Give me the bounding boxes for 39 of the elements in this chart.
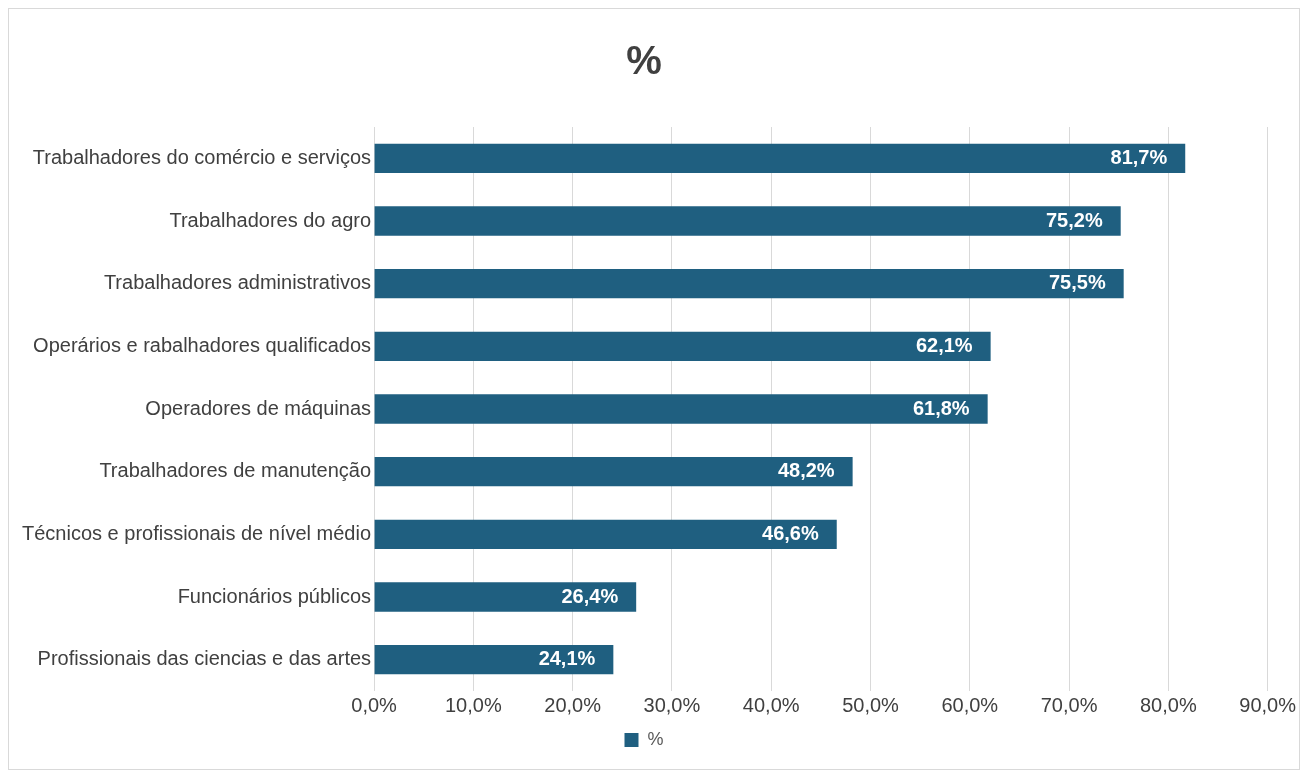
y-tick-label: Trabalhadores do comércio e serviços: [32, 145, 372, 168]
data-label: 61,8%: [912, 396, 970, 419]
x-tick-label: 40,0%: [742, 693, 800, 716]
y-tick-label: Técnicos e profissionais de nível médio: [22, 521, 372, 544]
data-label: 81,7%: [1110, 145, 1168, 168]
bar: [374, 457, 853, 487]
bar: [374, 206, 1121, 236]
data-label: 75,2%: [1045, 208, 1103, 231]
x-tick-label: 10,0%: [444, 693, 502, 716]
x-tick-label: 30,0%: [643, 693, 701, 716]
x-tick-label: 50,0%: [842, 693, 900, 716]
bar: [374, 519, 837, 549]
y-tick-label: Funcionários públicos: [177, 584, 372, 607]
bar: [374, 331, 991, 361]
chart-title: %: [626, 38, 662, 83]
y-tick-label: Trabalhadores do agro: [169, 208, 372, 231]
x-tick-label: 80,0%: [1140, 693, 1197, 716]
data-label: 24,1%: [538, 647, 596, 670]
data-label: 48,2%: [777, 459, 835, 482]
y-tick-label: Profissionais das ciencias e das artes: [37, 647, 372, 670]
x-tick-label: 60,0%: [941, 693, 999, 716]
data-label: 26,4%: [561, 584, 619, 607]
x-tick-label: 0,0%: [351, 693, 398, 716]
bar: [374, 269, 1124, 299]
y-tick-label: Trabalhadores de manutenção: [99, 459, 372, 482]
y-tick-label: Operários e rabalhadores qualificados: [33, 333, 372, 356]
data-label: 46,6%: [762, 521, 819, 544]
y-tick-label: Operadores de máquinas: [145, 396, 372, 419]
x-tick-label: 70,0%: [1040, 693, 1098, 716]
x-tick-label: 20,0%: [544, 693, 602, 716]
y-tick-label: Trabalhadores administrativos: [103, 271, 372, 294]
data-label: 62,1%: [915, 333, 973, 356]
x-tick-label: 90,0%: [1239, 693, 1297, 716]
bar: [374, 645, 614, 675]
bar: [374, 143, 1186, 173]
bar: [374, 394, 988, 424]
data-label: 75,5%: [1048, 271, 1106, 294]
legend-label: %: [647, 728, 664, 749]
bar: [374, 582, 637, 612]
